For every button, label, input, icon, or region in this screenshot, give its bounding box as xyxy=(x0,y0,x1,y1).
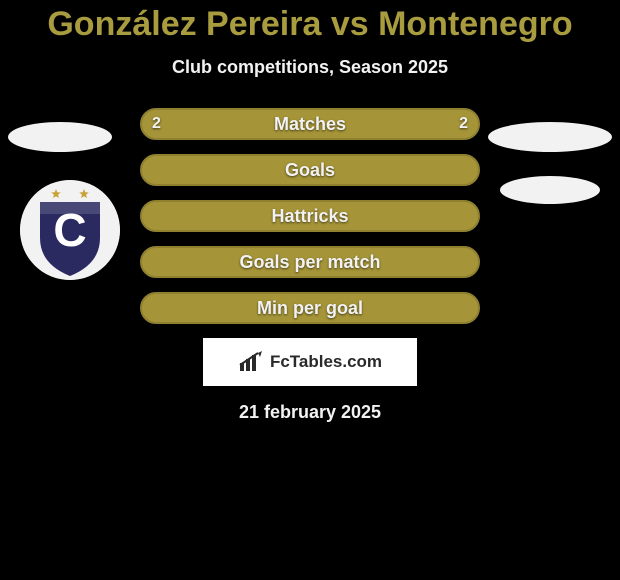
stat-value-left: 2 xyxy=(152,115,161,133)
stat-label: Hattricks xyxy=(271,206,348,227)
bars-icon xyxy=(238,351,264,373)
footer-date: 21 february 2025 xyxy=(0,402,620,423)
stat-row: Matches 2 2 xyxy=(0,108,620,140)
branding-inner: FcTables.com xyxy=(238,351,382,373)
stat-row: Goals xyxy=(0,154,620,186)
stat-label: Matches xyxy=(274,114,346,135)
stats-area: C Matches22GoalsHattricksGoals per match… xyxy=(0,108,620,324)
stat-bar: Goals xyxy=(140,154,480,186)
stat-bar: Matches 2 2 xyxy=(140,108,480,140)
stat-label: Min per goal xyxy=(257,298,363,319)
subtitle: Club competitions, Season 2025 xyxy=(0,57,620,78)
stat-bar: Goals per match xyxy=(140,246,480,278)
stat-row: Hattricks xyxy=(0,200,620,232)
branding-box: FcTables.com xyxy=(203,338,417,386)
stat-value-right: 2 xyxy=(459,115,468,133)
stat-bar: Hattricks xyxy=(140,200,480,232)
stat-label: Goals xyxy=(285,160,335,181)
stat-label: Goals per match xyxy=(239,252,380,273)
branding-text: FcTables.com xyxy=(270,352,382,372)
stat-row: Goals per match xyxy=(0,246,620,278)
stat-row: Min per goal xyxy=(0,292,620,324)
page-title: González Pereira vs Montenegro xyxy=(0,0,620,43)
stat-bar: Min per goal xyxy=(140,292,480,324)
